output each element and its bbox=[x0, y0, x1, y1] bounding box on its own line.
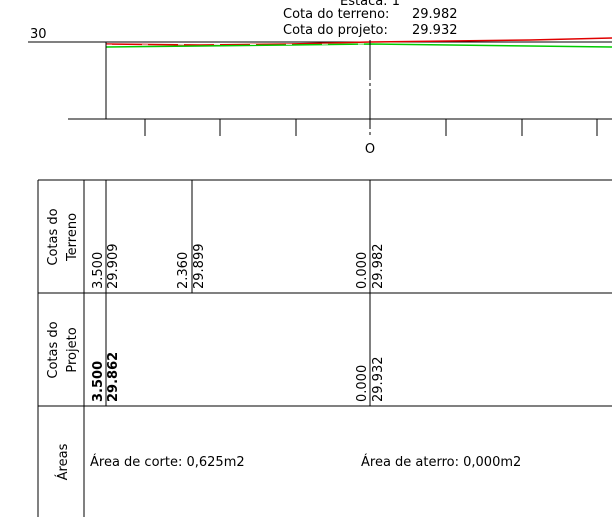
data-table-grid bbox=[37, 179, 612, 517]
terrain-elevation-cell: 29.899 bbox=[192, 244, 207, 290]
terrain-elevation-cell: 29.982 bbox=[371, 244, 386, 290]
design-row-label-line2: Projeto bbox=[65, 327, 80, 372]
terrain-offset-value: 0.000 bbox=[355, 252, 370, 289]
design-elevation-cell: 29.862 bbox=[106, 352, 121, 402]
axis-origin-label: O bbox=[365, 142, 375, 157]
terrain-elevation-value: 29.982 bbox=[412, 7, 458, 22]
design-row-label-line1: Cotas do bbox=[46, 321, 61, 378]
terrain-elevation-label: Cota do terreno: bbox=[283, 7, 389, 22]
axis-ticks bbox=[144, 119, 598, 136]
terrain-offset-value: 2.360 bbox=[176, 252, 191, 289]
station-label: Estaca: 1 bbox=[340, 0, 400, 9]
terrain-row-label-line1: Cotas do bbox=[46, 208, 61, 265]
areas-row-label: Áreas bbox=[55, 443, 71, 480]
design-offset-value: 3.500 bbox=[91, 361, 106, 402]
terrain-offset-value: 3.500 bbox=[91, 252, 106, 289]
design-elevation-cell: 29.932 bbox=[371, 357, 386, 403]
design-offset-value: 0.000 bbox=[355, 365, 370, 402]
design-elevation-label: Cota do projeto: bbox=[283, 23, 388, 38]
design-elevation-value: 29.932 bbox=[412, 23, 458, 38]
cut-area-text: Área de corte: 0,625m2 bbox=[90, 454, 245, 470]
terrain-elevation-cell: 29.909 bbox=[106, 244, 121, 290]
profile-hatch bbox=[105, 43, 371, 46]
terrain-row-label-line2: Terreno bbox=[65, 213, 80, 262]
elevation-mark-label: 30 bbox=[30, 27, 47, 42]
fill-area-text: Área de aterro: 0,000m2 bbox=[361, 454, 521, 470]
